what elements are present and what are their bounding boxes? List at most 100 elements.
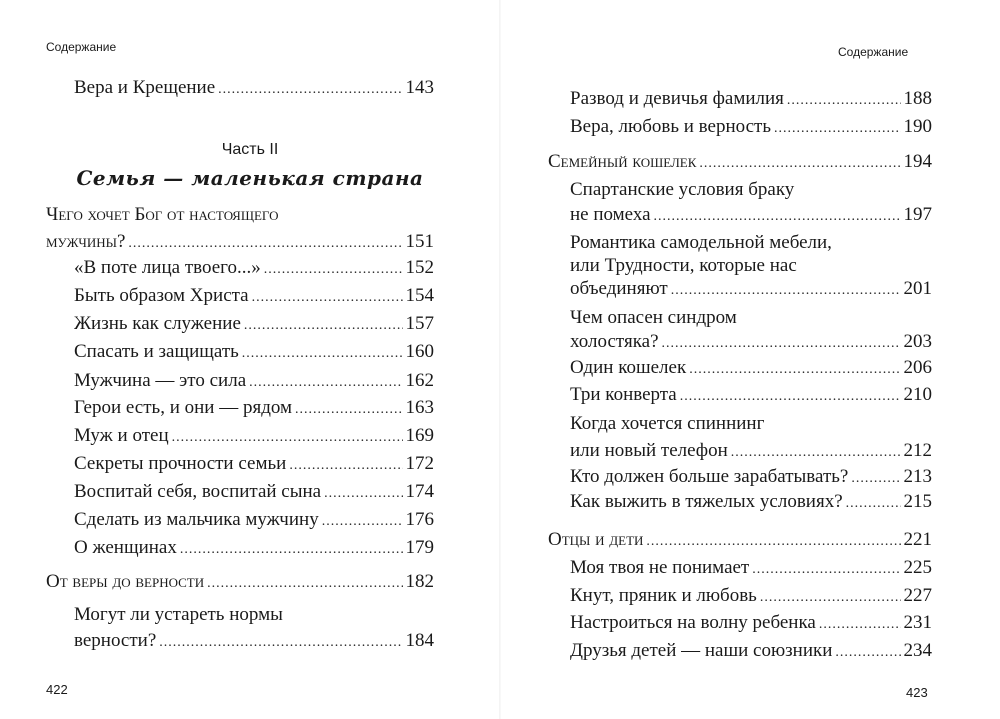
toc-entry-line: Вера и Крещение 143 [74, 76, 434, 100]
toc-page-number: 188 [903, 88, 933, 109]
toc-entry-line: Мужчина — это сила 162 [74, 369, 434, 393]
toc-entry-title: Герои есть, и они — рядом [74, 397, 293, 418]
toc-entry-line: Муж и отец 169 [74, 424, 434, 448]
toc-page-number: 190 [903, 116, 933, 137]
toc-page-number: 179 [405, 537, 435, 558]
toc-entry-title: Отцы и дети [548, 529, 644, 550]
toc-page-number: 163 [405, 397, 435, 418]
toc-entry-line: Вера, любовь и верность 190 [570, 115, 932, 139]
toc-entry-line: Секреты прочности семьи 172 [74, 452, 434, 476]
toc-entry-title: Друзья детей — наши союзники [570, 640, 833, 661]
dot-leader [172, 426, 403, 450]
dot-leader [252, 286, 403, 310]
toc-page-number: 176 [405, 509, 435, 530]
toc-page-number: 143 [405, 77, 435, 98]
toc-page-number: 169 [405, 425, 435, 446]
toc-entry-line: Спасать и защищать 160 [74, 340, 434, 364]
toc-page-number: 157 [405, 313, 435, 334]
toc-entry-line: Чем опасен синдром [570, 306, 737, 330]
toc-entry-line: Кто должен больше зарабатывать? 213 [570, 465, 932, 489]
toc-page-number: 162 [405, 370, 435, 391]
toc-page-number: 231 [903, 612, 933, 633]
toc-page-number: 210 [903, 384, 933, 405]
dot-leader [242, 342, 403, 366]
dot-leader [322, 510, 403, 534]
toc-entry-line: Герои есть, и они — рядом 163 [74, 396, 434, 420]
toc-entry-title: «В поте лица твоего...» [74, 257, 261, 278]
toc-entry-title: Когда хочется спиннинг [570, 413, 765, 434]
toc-entry-line: Кнут, пряник и любовь 227 [570, 584, 932, 608]
toc-entry-line: не помеха 197 [570, 203, 932, 227]
toc-section-line: От веры до верности 182 [46, 570, 434, 594]
toc-entry-line: Романтика самодельной мебели, [570, 231, 832, 255]
dot-leader [662, 332, 901, 356]
toc-entry-line: Друзья детей — наши союзники 234 [570, 639, 932, 663]
toc-page-number: 206 [903, 357, 933, 378]
toc-entry-line: объединяют 201 [570, 277, 932, 301]
dot-leader [264, 258, 403, 282]
toc-entry-title: объединяют [570, 278, 668, 299]
right-page-number: 423 [906, 685, 928, 700]
toc-section-line: мужчины? 151 [46, 230, 434, 254]
toc-entry-title: или Трудности, которые нас [570, 255, 797, 276]
toc-entry-title: Вера и Крещение [74, 77, 216, 98]
toc-entry-title: Настроиться на волну ребенка [570, 612, 816, 633]
toc-entry-title: Чем опасен синдром [570, 307, 737, 328]
dot-leader [128, 232, 402, 256]
dot-leader [244, 314, 403, 338]
toc-page-number: 194 [903, 151, 933, 172]
dot-leader [289, 454, 402, 478]
toc-page-number: 184 [405, 630, 435, 651]
toc-entry-title: Развод и девичья фамилия [570, 88, 784, 109]
toc-entry-title: Мужчина — это сила [74, 370, 247, 391]
toc-entry-title: Романтика самодельной мебели, [570, 232, 832, 253]
toc-page-number: 221 [903, 529, 933, 550]
toc-entry-title: холостяка? [570, 331, 659, 352]
toc-page-number: 234 [903, 640, 933, 661]
toc-entry-line: Воспитай себя, воспитай сына 174 [74, 480, 434, 504]
dot-leader [671, 279, 901, 303]
toc-entry-line: Моя твоя не понимает 225 [570, 556, 932, 580]
toc-page-number: 172 [405, 453, 435, 474]
toc-entry-title: Три конверта [570, 384, 677, 405]
toc-entry-title: не помеха [570, 204, 651, 225]
toc-entry-title: Быть образом Христа [74, 285, 249, 306]
dot-leader [760, 586, 901, 610]
toc-entry-title: От веры до верности [46, 571, 205, 592]
toc-page-number: 203 [903, 331, 933, 352]
toc-entry-title: Муж и отец [74, 425, 169, 446]
toc-entry-title: Жизнь как служение [74, 313, 241, 334]
dot-leader [646, 530, 900, 554]
toc-entry-line: «В поте лица твоего...» 152 [74, 256, 434, 280]
toc-page-number: 227 [903, 585, 933, 606]
dot-leader [752, 558, 900, 582]
toc-page-number: 160 [405, 341, 435, 362]
toc-page-number: 154 [405, 285, 435, 306]
toc-entry-title: или новый телефон [570, 440, 728, 461]
toc-section-line: Отцы и дети 221 [548, 528, 932, 552]
dot-leader [835, 641, 900, 665]
dot-leader [851, 467, 900, 491]
toc-entry-line: Сделать из мальчика мужчину 176 [74, 508, 434, 532]
dot-leader [689, 358, 900, 382]
toc-page-number: 215 [903, 491, 933, 512]
toc-page-number: 197 [903, 204, 933, 225]
toc-entry-line: Когда хочется спиннинг [570, 412, 764, 436]
left-page-number: 422 [46, 682, 68, 697]
toc-entry-title: Моя твоя не понимает [570, 557, 750, 578]
toc-entry-title: Вера, любовь и верность [570, 116, 772, 137]
part-title: Семья — маленькая страна [76, 166, 424, 190]
dot-leader [699, 152, 900, 176]
toc-entry-title: Один кошелек [570, 357, 687, 378]
toc-entry-line: Жизнь как служение 157 [74, 312, 434, 336]
toc-entry-title: мужчины? [46, 231, 126, 252]
dot-leader [819, 613, 901, 637]
dot-leader [218, 78, 402, 102]
dot-leader [159, 631, 402, 655]
toc-entry-line: Могут ли устареть нормы [74, 603, 283, 627]
toc-entry-title: Семейный кошелек [548, 151, 697, 172]
toc-entry-line: Спартанские условия браку [570, 178, 794, 202]
dot-leader [731, 441, 901, 465]
toc-entry-title: Сделать из мальчика мужчину [74, 509, 319, 530]
right-running-header: Содержание [838, 45, 909, 59]
